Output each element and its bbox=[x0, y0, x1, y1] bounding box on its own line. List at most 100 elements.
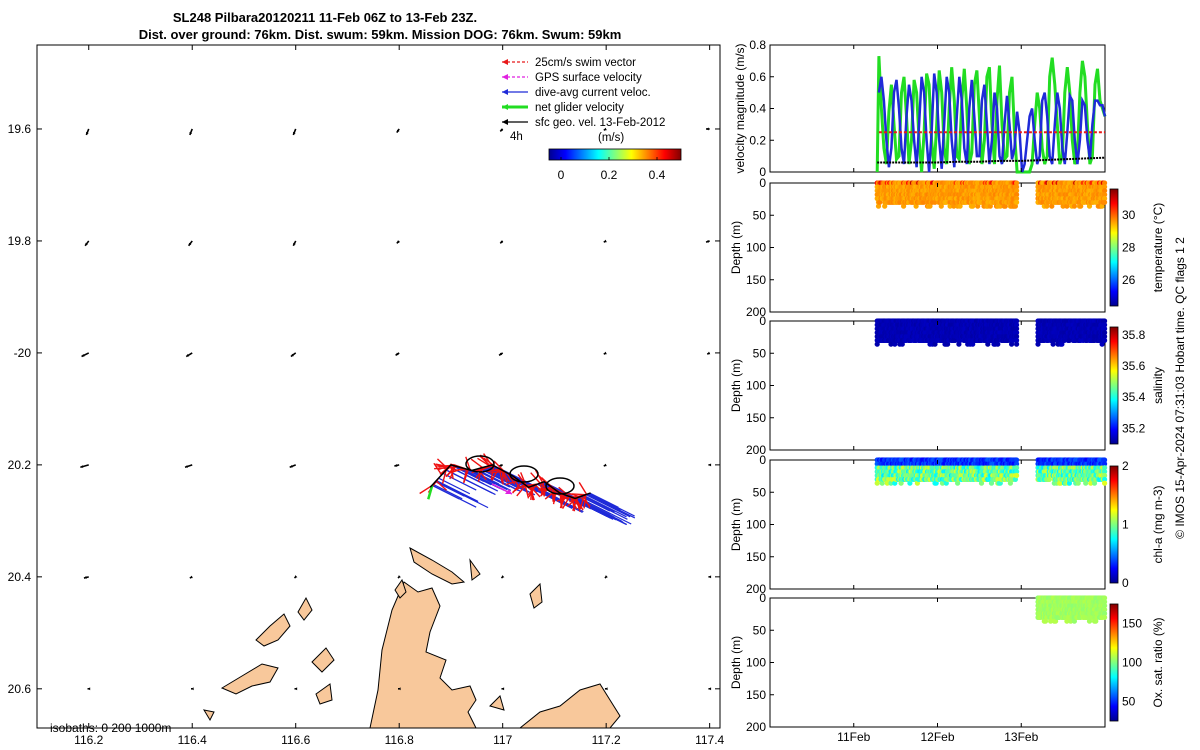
landmass-island-3 bbox=[297, 596, 313, 621]
temperature-data-point bbox=[987, 203, 993, 209]
geo-velocity-arrowhead bbox=[603, 351, 607, 355]
geo-velocity-arrowhead bbox=[80, 465, 84, 468]
geo-velocity-arrowhead bbox=[396, 129, 400, 133]
chla-y-tick-label: 100 bbox=[746, 518, 766, 532]
swim-vector bbox=[578, 482, 588, 495]
temperature-data-point bbox=[927, 203, 933, 209]
velocity-series-diveavg bbox=[877, 73, 1107, 173]
geo-velocity-arrowhead bbox=[707, 351, 711, 355]
geo-velocity-arrowhead bbox=[708, 575, 712, 579]
net-glider-velocity-vector bbox=[427, 484, 434, 500]
geo-velocity-arrowhead bbox=[603, 127, 607, 131]
map-colorbar-tick-label: 0.4 bbox=[649, 168, 666, 182]
map-x-tick-label: 117.2 bbox=[592, 733, 621, 747]
swim-vector bbox=[571, 493, 586, 496]
salinity-data-point bbox=[1014, 326, 1020, 332]
geo-velocity-arrowhead bbox=[191, 687, 194, 691]
geo-velocity-arrowhead bbox=[83, 576, 87, 579]
swim-vector bbox=[435, 480, 448, 491]
temperature-data-point bbox=[1014, 195, 1020, 202]
dive-avg-current-vector bbox=[582, 495, 615, 513]
temperature-data-point bbox=[901, 203, 907, 209]
temperature-data-point bbox=[1014, 180, 1020, 186]
velocity-y-tick-label: 0 bbox=[759, 165, 766, 179]
dive-avg-current-vector bbox=[432, 483, 463, 500]
salinity-data-point bbox=[1102, 333, 1108, 340]
legend-arrowhead-net bbox=[502, 104, 508, 110]
map-panel: 116.2 116.4 116.6 116.8 117 117.2 117.4 19.619… bbox=[8, 44, 725, 747]
chla-y-tick-label: 0 bbox=[759, 453, 766, 467]
time-tick-label: 12Feb bbox=[920, 730, 954, 744]
oxygen-data-point bbox=[1102, 614, 1108, 621]
oxygen-data-point bbox=[1102, 595, 1108, 601]
chla-data-point bbox=[1075, 480, 1081, 486]
temperature-data-point bbox=[1102, 192, 1108, 198]
temperature-data-point bbox=[1102, 199, 1108, 205]
map-x-tick-label: 117 bbox=[493, 733, 512, 747]
dive-avg-current-vector bbox=[471, 469, 500, 485]
salinity-data-point bbox=[1102, 326, 1108, 332]
map-x-tick-label: 116.2 bbox=[74, 733, 103, 747]
velocity-y-tick-label: 0.6 bbox=[749, 70, 766, 84]
landmass-island-5 bbox=[311, 647, 335, 673]
vector-layer bbox=[80, 127, 712, 691]
velocity-y-axis-label: velocity magnitude (m/s) bbox=[733, 43, 747, 173]
geo-velocity-arrowhead bbox=[500, 128, 504, 132]
swim-vector bbox=[572, 497, 579, 511]
oxygen-colorbar-tick-label: 100 bbox=[1122, 656, 1142, 670]
map-colorbar bbox=[548, 148, 682, 161]
salinity-y-tick-label: 0 bbox=[759, 314, 766, 328]
salinity-data-point bbox=[1102, 322, 1108, 328]
legend-label-sfcgeo: sfc geo. vel. 13-Feb-2012 bbox=[535, 117, 665, 129]
geo-velocity-arrowhead bbox=[499, 463, 503, 467]
geo-velocity-arrowhead bbox=[603, 239, 607, 243]
landmass-island-12 bbox=[489, 695, 505, 711]
temperature-data-point bbox=[1102, 195, 1108, 202]
landmass-mainland bbox=[369, 581, 477, 728]
temperature-data-point bbox=[1099, 203, 1105, 209]
dive-avg-current-vector bbox=[574, 497, 610, 517]
salinity-data-point bbox=[888, 341, 894, 347]
salinity-data-point bbox=[1010, 337, 1016, 343]
map-y-tick-label: -20 bbox=[14, 346, 32, 360]
temperature-y-tick-label: 150 bbox=[746, 273, 766, 287]
geo-velocity-arrowhead bbox=[290, 353, 294, 357]
map-y-axis: 19.6 19.8 -20 20.2 20.4 20.6 bbox=[8, 122, 720, 696]
time-axis: 11Feb 12Feb 13Feb bbox=[837, 45, 1039, 744]
temperature-colorbar-tick-label: 30 bbox=[1122, 208, 1136, 222]
oxygen-data-point bbox=[1102, 607, 1108, 613]
oxygen-data-point bbox=[1102, 603, 1108, 609]
map-x-tick-label: 116.4 bbox=[178, 733, 207, 747]
salinity-colorbar-tick-label: 35.2 bbox=[1122, 421, 1146, 435]
geo-velocity-arrowhead bbox=[500, 240, 504, 244]
temperature-data-point bbox=[1014, 199, 1020, 205]
temperature-data-point bbox=[882, 203, 888, 209]
chla-data-point bbox=[1102, 480, 1108, 486]
geo-velocity-arrowhead bbox=[499, 352, 503, 356]
geo-velocity-arrowhead bbox=[706, 239, 710, 243]
temperature-y-axis-label: Depth (m) bbox=[729, 221, 743, 274]
temperature-data-point bbox=[1012, 203, 1019, 209]
temperature-data-point bbox=[1102, 188, 1108, 194]
map-legend: 25cm/s swim vector GPS surface velocity di… bbox=[502, 57, 665, 129]
swim-vector bbox=[516, 484, 527, 497]
map-colorbar-ticks: 0 0.2 0.4 bbox=[558, 157, 666, 182]
geo-velocity-arrowhead bbox=[189, 575, 193, 579]
geo-velocity-arrowhead bbox=[706, 127, 709, 131]
isobaths-label: isobaths: 0 200 1000m bbox=[50, 721, 171, 735]
salinity-data-point bbox=[874, 341, 880, 347]
oxygen-data-point bbox=[1102, 599, 1108, 605]
velocity-y-tick-label: 0.2 bbox=[749, 133, 766, 147]
salinity-data-point bbox=[1014, 341, 1020, 347]
oxygen-colorbar-label: Ox. sat. ratio (%) bbox=[1151, 617, 1165, 707]
chla-y-axis-label: Depth (m) bbox=[729, 498, 743, 551]
temperature-colorbar bbox=[1109, 188, 1119, 307]
salinity-data-point bbox=[1102, 330, 1108, 336]
dive-avg-current-vector bbox=[479, 467, 529, 494]
oxygen-y-tick-label: 200 bbox=[746, 720, 766, 734]
geo-velocity-arrowhead bbox=[603, 463, 607, 467]
temperature-y-tick-label: 200 bbox=[746, 305, 766, 319]
chla-data-point bbox=[1014, 465, 1020, 471]
legend-label-diveavg: dive-avg current veloc. bbox=[535, 87, 651, 99]
